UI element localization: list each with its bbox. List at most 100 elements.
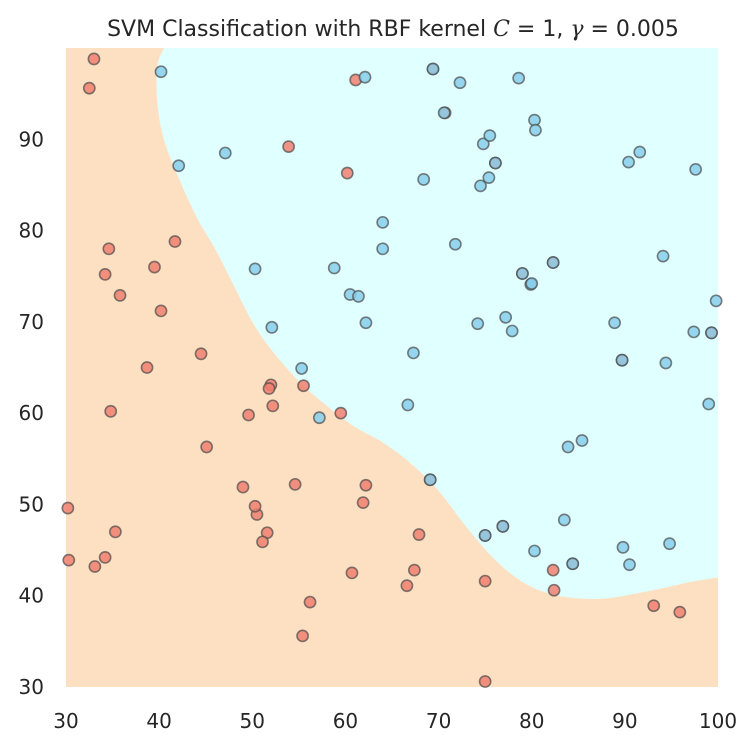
data-point-class-0-56: [547, 583, 561, 597]
data-point-class-0-53: [478, 574, 492, 588]
data-point-class-0-27: [88, 560, 102, 573]
x-tick-label-30: 30: [53, 709, 78, 733]
data-point-class-1-35: [546, 256, 560, 269]
data-point-class-0-36: [345, 566, 359, 580]
data-point-class-0-50: [303, 595, 317, 609]
y-tick-label-30: 30: [19, 675, 44, 699]
data-point-class-0-20: [407, 563, 421, 577]
data-point-class-1-39: [575, 434, 589, 447]
title-gamma-value: = 0.005: [583, 17, 678, 42]
data-point-class-0-54: [647, 599, 661, 613]
data-points: [61, 52, 723, 688]
data-point-class-0-34: [266, 399, 280, 413]
data-point-class-0-44: [104, 404, 118, 418]
data-point-class-0-35: [242, 408, 255, 422]
plot-area: [61, 48, 723, 688]
data-point-class-0-23: [248, 499, 262, 513]
data-point-class-1-49: [687, 325, 701, 339]
data-point-class-0-51: [256, 535, 269, 549]
data-point-class-0-28: [296, 629, 309, 643]
data-point-class-1-25: [488, 156, 502, 170]
data-point-class-1-56: [426, 62, 440, 76]
data-point-class-1-22: [476, 137, 490, 151]
decision-region-class-1: [156, 48, 719, 600]
data-point-class-1-34: [528, 544, 541, 558]
data-point-class-1-57: [525, 277, 539, 290]
data-point-class-0-31: [334, 406, 348, 420]
data-point-class-0-10: [673, 605, 687, 619]
data-point-class-1-15: [407, 346, 420, 360]
data-point-class-0-47: [61, 501, 75, 515]
data-point-class-0-38: [168, 235, 182, 248]
data-point-class-1-36: [557, 513, 571, 527]
data-point-class-1-27: [499, 310, 513, 324]
data-point-class-1-45: [633, 145, 647, 159]
data-point-class-1-33: [529, 123, 542, 137]
data-point-class-0-37: [288, 477, 302, 491]
data-point-class-1-13: [376, 242, 390, 256]
x-tick-label-80: 80: [519, 709, 544, 733]
chart-title: SVM Classification with RBF kernel C = 1…: [107, 17, 679, 42]
data-point-class-1-6: [312, 411, 326, 425]
data-point-class-1-19: [453, 76, 467, 90]
data-point-class-1-14: [401, 398, 415, 412]
data-point-class-1-20: [471, 317, 485, 331]
x-axis: 30 40 50 60 70 80 90 100: [53, 709, 737, 733]
title-prefix: SVM Classification with RBF kernel: [107, 17, 493, 42]
data-point-class-0-41: [236, 480, 250, 494]
data-point-class-0-2: [113, 288, 127, 302]
data-point-class-1-42: [616, 540, 630, 554]
data-point-class-1-52: [705, 326, 718, 340]
data-point-class-0-43: [140, 361, 154, 374]
data-point-class-1-37: [561, 440, 575, 454]
data-point-class-0-45: [108, 525, 122, 539]
data-point-class-0-0: [102, 242, 116, 256]
data-point-class-1-9: [352, 289, 365, 303]
x-tick-label-40: 40: [146, 709, 171, 733]
data-point-class-0-32: [297, 379, 310, 393]
data-point-class-0-46: [87, 52, 101, 66]
data-point-class-1-4: [265, 320, 279, 334]
data-point-class-1-44: [623, 558, 636, 572]
data-point-class-1-17: [437, 106, 451, 120]
data-point-class-0-25: [82, 81, 96, 95]
title-c-value: = 1,: [510, 17, 570, 42]
data-point-class-0-55: [546, 563, 560, 577]
data-point-class-1-0: [154, 65, 168, 79]
data-point-class-1-26: [496, 519, 510, 533]
data-point-class-1-7: [327, 261, 341, 275]
data-point-class-0-52: [400, 579, 414, 593]
data-point-class-1-54: [423, 473, 437, 487]
data-point-class-1-18: [448, 237, 462, 251]
data-point-class-1-30: [516, 267, 529, 280]
data-point-class-0-40: [356, 496, 370, 510]
y-axis: 30 40 50 60 70 80 90: [19, 127, 44, 699]
data-point-class-0-48: [154, 304, 168, 318]
data-point-class-0-17: [412, 528, 426, 541]
data-point-class-1-47: [659, 356, 673, 370]
data-point-class-1-28: [505, 324, 519, 338]
data-point-class-1-11: [359, 316, 373, 330]
data-point-class-0-49: [98, 267, 112, 281]
x-tick-label-70: 70: [426, 709, 451, 733]
x-tick-label-90: 90: [612, 709, 637, 733]
y-tick-label-90: 90: [19, 127, 44, 151]
data-point-class-1-21: [474, 179, 487, 193]
x-tick-label-100: 100: [699, 709, 737, 733]
data-point-class-1-5: [295, 362, 309, 375]
data-point-class-1-48: [663, 537, 676, 551]
data-point-class-1-40: [608, 316, 622, 330]
data-point-class-0-33: [262, 382, 276, 395]
data-point-class-0-14: [148, 260, 161, 274]
data-point-class-0-3: [340, 166, 354, 180]
data-point-class-0-42: [194, 347, 208, 361]
data-point-class-1-51: [702, 397, 716, 411]
data-point-class-0-26: [98, 550, 112, 564]
data-point-class-1-24: [483, 129, 497, 143]
svg-text:SVM Classification with RBF ke: SVM Classification with RBF kernel C = 1…: [107, 17, 679, 42]
y-tick-label-40: 40: [19, 584, 44, 608]
data-point-class-1-3: [248, 262, 262, 276]
data-point-class-1-50: [689, 163, 703, 176]
data-point-class-1-29: [512, 71, 526, 85]
y-tick-label-60: 60: [19, 401, 44, 425]
